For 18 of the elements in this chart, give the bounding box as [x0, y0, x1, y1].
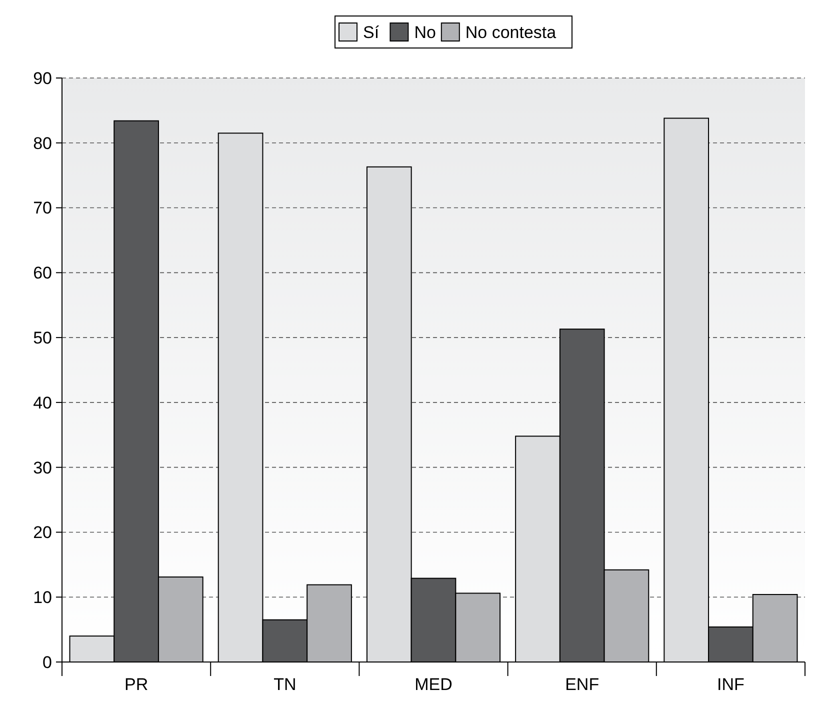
- legend-label: No contesta: [465, 22, 557, 42]
- x-tick-label: MED: [414, 675, 452, 694]
- y-tick-label: 10: [33, 588, 52, 608]
- x-tick-label: PR: [124, 675, 148, 694]
- y-tick-label: 30: [33, 458, 52, 478]
- y-tick-label: 80: [33, 134, 52, 153]
- legend-label: Sí: [363, 22, 380, 42]
- x-tick-label: ENF: [565, 675, 600, 694]
- y-tick-label: 50: [33, 328, 52, 348]
- legend-label: No: [414, 22, 436, 42]
- y-tick-label: 60: [33, 264, 52, 283]
- y-tick-label: 90: [33, 68, 52, 88]
- y-tick-label: 40: [33, 393, 52, 412]
- x-tick-label: TN: [274, 675, 296, 694]
- x-tick-label: INF: [717, 675, 744, 694]
- y-tick-label: 20: [33, 523, 52, 542]
- y-tick-label: 0: [42, 652, 52, 672]
- y-tick-label: 70: [33, 198, 52, 218]
